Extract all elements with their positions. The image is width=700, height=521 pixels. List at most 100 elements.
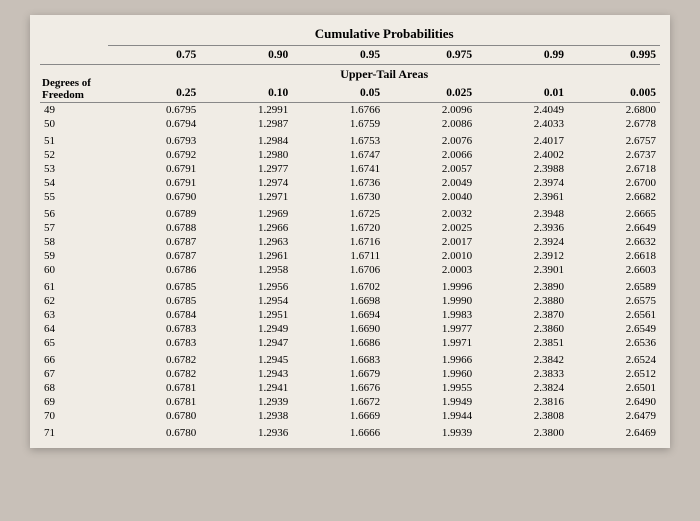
value-cell: 2.3961: [476, 190, 568, 204]
value-cell: 2.4049: [476, 103, 568, 118]
df-cell: 58: [40, 235, 108, 249]
table-row: 550.67901.29711.67302.00402.39612.6682: [40, 190, 660, 204]
cum-header: 0.99: [476, 46, 568, 65]
value-cell: 2.3851: [476, 336, 568, 350]
df-cell: 70: [40, 409, 108, 423]
table-row: 580.67871.29631.67162.00172.39242.6632: [40, 235, 660, 249]
value-cell: 2.3948: [476, 204, 568, 221]
df-cell: 71: [40, 423, 108, 440]
value-cell: 2.3842: [476, 350, 568, 367]
value-cell: 2.0003: [384, 263, 476, 277]
value-cell: 0.6793: [108, 131, 200, 148]
value-cell: 1.6669: [292, 409, 384, 423]
table-row: 620.67851.29541.66981.99902.38802.6575: [40, 294, 660, 308]
value-cell: 0.6788: [108, 221, 200, 235]
value-cell: 2.3912: [476, 249, 568, 263]
value-cell: 0.6782: [108, 367, 200, 381]
probability-table: Cumulative Probabilities 0.75 0.90 0.95 …: [40, 23, 660, 440]
value-cell: 0.6782: [108, 350, 200, 367]
value-cell: 1.6676: [292, 381, 384, 395]
value-cell: 0.6791: [108, 176, 200, 190]
table-title: Cumulative Probabilities: [108, 23, 660, 46]
table-row: 630.67841.29511.66941.99832.38702.6561: [40, 308, 660, 322]
df-cell: 69: [40, 395, 108, 409]
value-cell: 1.9949: [384, 395, 476, 409]
value-cell: 2.6800: [568, 103, 660, 118]
df-cell: 54: [40, 176, 108, 190]
table-row: 510.67931.29841.67532.00762.40172.6757: [40, 131, 660, 148]
value-cell: 2.6512: [568, 367, 660, 381]
value-cell: 0.6790: [108, 190, 200, 204]
value-cell: 1.6725: [292, 204, 384, 221]
value-cell: 2.3988: [476, 162, 568, 176]
value-cell: 0.6794: [108, 117, 200, 131]
upper-header: 0.10: [200, 84, 292, 103]
value-cell: 2.6718: [568, 162, 660, 176]
value-cell: 1.6741: [292, 162, 384, 176]
table-row: 640.67831.29491.66901.99772.38602.6549: [40, 322, 660, 336]
value-cell: 1.2947: [200, 336, 292, 350]
cumulative-headers-row: 0.75 0.90 0.95 0.975 0.99 0.995: [40, 46, 660, 65]
value-cell: 2.0049: [384, 176, 476, 190]
value-cell: 1.2974: [200, 176, 292, 190]
value-cell: 2.6757: [568, 131, 660, 148]
value-cell: 2.3824: [476, 381, 568, 395]
value-cell: 2.6603: [568, 263, 660, 277]
value-cell: 1.2954: [200, 294, 292, 308]
upper-headers-row: 0.25 0.10 0.05 0.025 0.01 0.005: [40, 84, 660, 103]
cum-header: 0.975: [384, 46, 476, 65]
table-row: 590.67871.29611.67112.00102.39122.6618: [40, 249, 660, 263]
value-cell: 0.6792: [108, 148, 200, 162]
value-cell: 2.6490: [568, 395, 660, 409]
value-cell: 1.9990: [384, 294, 476, 308]
value-cell: 1.9966: [384, 350, 476, 367]
value-cell: 1.6690: [292, 322, 384, 336]
value-cell: 1.9944: [384, 409, 476, 423]
value-cell: 2.6778: [568, 117, 660, 131]
table-row: 540.67911.29741.67362.00492.39742.6700: [40, 176, 660, 190]
value-cell: 2.6501: [568, 381, 660, 395]
value-cell: 0.6781: [108, 381, 200, 395]
value-cell: 1.6694: [292, 308, 384, 322]
upper-header: 0.05: [292, 84, 384, 103]
value-cell: 1.6736: [292, 176, 384, 190]
value-cell: 1.2969: [200, 204, 292, 221]
value-cell: 1.9996: [384, 277, 476, 294]
value-cell: 1.2956: [200, 277, 292, 294]
value-cell: 2.3924: [476, 235, 568, 249]
value-cell: 2.3974: [476, 176, 568, 190]
table-row: 700.67801.29381.66691.99442.38082.6479: [40, 409, 660, 423]
value-cell: 1.6720: [292, 221, 384, 235]
value-cell: 1.2941: [200, 381, 292, 395]
value-cell: 2.0010: [384, 249, 476, 263]
table-row: 530.67911.29771.67412.00572.39882.6718: [40, 162, 660, 176]
table-subtitle: Upper-Tail Areas: [108, 65, 660, 85]
value-cell: 1.9955: [384, 381, 476, 395]
cum-header: 0.95: [292, 46, 384, 65]
value-cell: 2.4033: [476, 117, 568, 131]
value-cell: 1.2951: [200, 308, 292, 322]
value-cell: 1.6702: [292, 277, 384, 294]
value-cell: 2.4002: [476, 148, 568, 162]
value-cell: 1.6716: [292, 235, 384, 249]
value-cell: 2.0025: [384, 221, 476, 235]
value-cell: 2.3808: [476, 409, 568, 423]
table-row: 610.67851.29561.67021.99962.38902.6589: [40, 277, 660, 294]
upper-header: 0.025: [384, 84, 476, 103]
value-cell: 2.0086: [384, 117, 476, 131]
value-cell: 1.2936: [200, 423, 292, 440]
value-cell: 0.6795: [108, 103, 200, 118]
value-cell: 1.6706: [292, 263, 384, 277]
value-cell: 1.2949: [200, 322, 292, 336]
value-cell: 1.6683: [292, 350, 384, 367]
value-cell: 2.6649: [568, 221, 660, 235]
df-cell: 61: [40, 277, 108, 294]
value-cell: 2.4017: [476, 131, 568, 148]
value-cell: 1.6753: [292, 131, 384, 148]
value-cell: 1.9971: [384, 336, 476, 350]
value-cell: 1.6766: [292, 103, 384, 118]
df-cell: 62: [40, 294, 108, 308]
value-cell: 2.0017: [384, 235, 476, 249]
cum-header: 0.90: [200, 46, 292, 65]
value-cell: 0.6780: [108, 423, 200, 440]
